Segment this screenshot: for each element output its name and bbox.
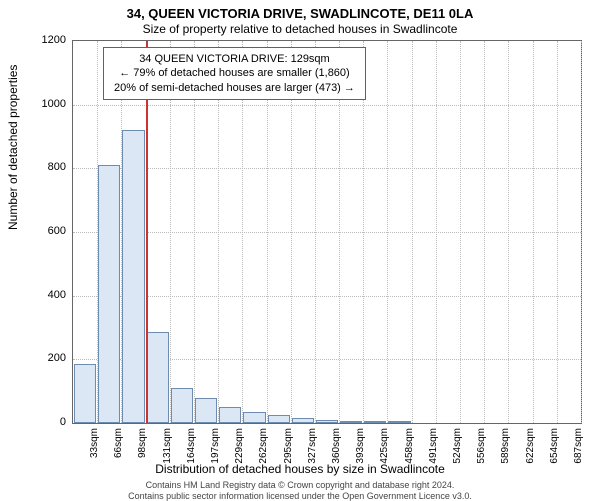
x-tick: 197sqm [210,428,221,488]
bar [171,388,193,423]
x-tick: 524sqm [452,428,463,488]
annotation-line1: 34 QUEEN VICTORIA DRIVE: 129sqm [114,52,355,66]
plot-area: 34 QUEEN VICTORIA DRIVE: 129sqm ← 79% of… [72,40,582,424]
x-tick: 458sqm [404,428,415,488]
chart-main-title: 34, QUEEN VICTORIA DRIVE, SWADLINCOTE, D… [0,6,600,21]
x-tick: 33sqm [89,428,100,488]
grid-h [73,296,581,297]
bar [147,332,169,423]
x-tick: 98sqm [137,428,148,488]
bar [243,412,265,423]
y-tick: 1200 [6,34,66,46]
y-axis-label: Number of detached properties [6,65,20,230]
x-tick: 229sqm [234,428,245,488]
x-tick: 327sqm [307,428,318,488]
x-tick: 295sqm [283,428,294,488]
y-tick: 200 [6,352,66,364]
bar [268,415,290,423]
x-tick: 687sqm [573,428,584,488]
grid-v [484,41,485,423]
grid-v [460,41,461,423]
annotation-box: 34 QUEEN VICTORIA DRIVE: 129sqm ← 79% of… [103,47,366,100]
grid-h [73,232,581,233]
bar [316,420,338,423]
bar [388,421,410,423]
x-tick: 164sqm [186,428,197,488]
y-tick: 1000 [6,98,66,110]
bar [340,421,362,423]
bar [219,407,241,423]
x-tick: 66sqm [113,428,124,488]
bar [122,130,144,423]
x-tick: 262sqm [258,428,269,488]
bar [364,421,386,423]
x-tick: 589sqm [500,428,511,488]
grid-v [436,41,437,423]
y-tick: 800 [6,161,66,173]
x-tick: 360sqm [331,428,342,488]
grid-v [412,41,413,423]
x-tick: 393sqm [355,428,366,488]
grid-h [73,105,581,106]
bar [98,165,120,423]
grid-h [73,168,581,169]
y-tick: 600 [6,225,66,237]
x-tick: 556sqm [476,428,487,488]
grid-v [508,41,509,423]
annotation-line3: 20% of semi-detached houses are larger (… [114,81,355,95]
annotation-line2: ← 79% of detached houses are smaller (1,… [114,66,355,80]
bar [292,418,314,423]
x-tick: 491sqm [428,428,439,488]
grid-v [533,41,534,423]
bar [195,398,217,423]
grid-v [557,41,558,423]
bar [74,364,96,423]
x-tick: 131sqm [162,428,173,488]
chart-sub-title: Size of property relative to detached ho… [0,22,600,36]
y-tick: 0 [6,416,66,428]
grid-v [581,41,582,423]
y-tick: 400 [6,289,66,301]
x-tick: 622sqm [525,428,536,488]
x-tick: 425sqm [379,428,390,488]
x-tick: 654sqm [549,428,560,488]
grid-v [387,41,388,423]
